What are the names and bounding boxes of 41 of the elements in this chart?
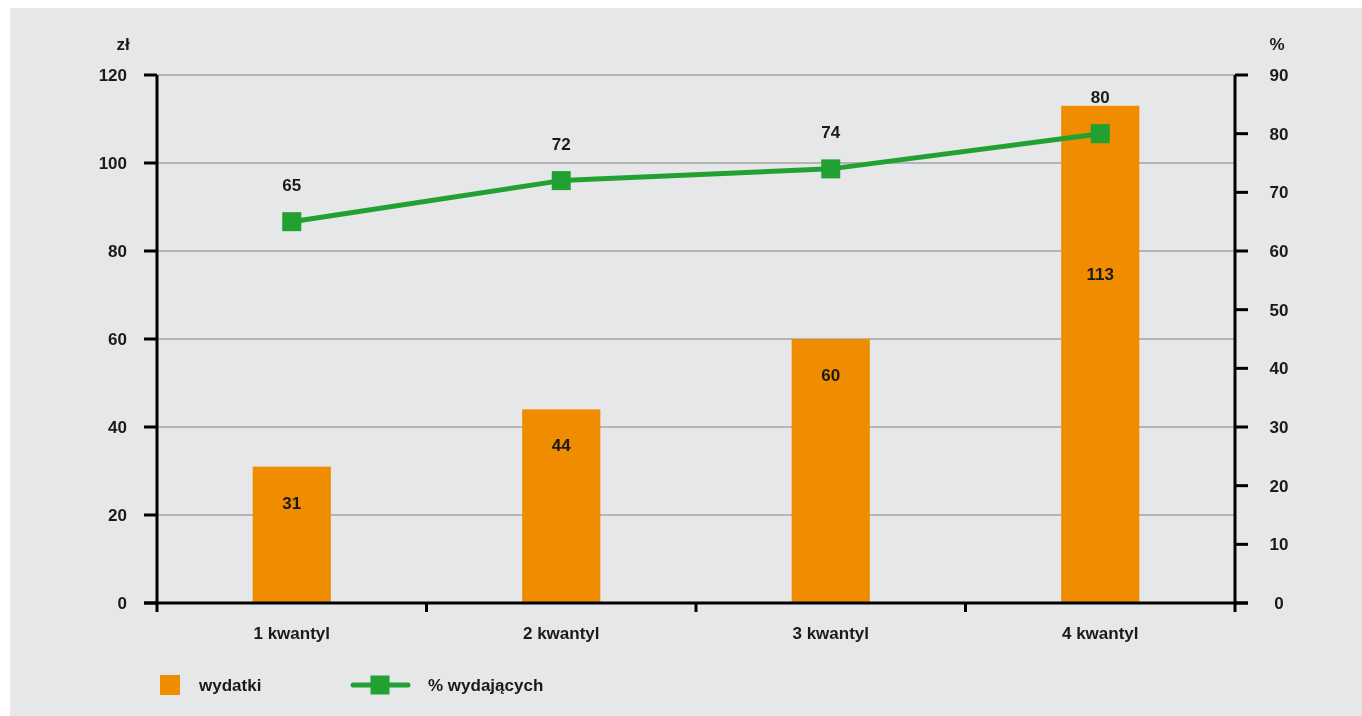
x-tick-label: 4 kwantyl [1061,624,1139,643]
y2-tick-label: 50 [1269,300,1289,320]
point [821,159,841,179]
data-label: 65 [282,175,302,195]
y-tick-label: 80 [108,242,127,261]
x-tick-label: 1 kwantyl [253,624,331,643]
y-tick-label: 40 [108,418,127,437]
legend-label: wydatki [198,676,262,695]
data-label: 74 [821,122,841,142]
data-label: 113 [1086,265,1114,285]
y2-tick-label: 40 [1269,359,1289,379]
y2-tick-label: 80 [1269,124,1289,144]
y-tick-label: 0 [117,594,127,613]
data-label: 80 [1090,87,1110,107]
x-tick-label: 3 kwantyl [792,624,870,643]
y-tick-label: 20 [108,506,127,525]
x-tick-label: 2 kwantyl [522,624,600,643]
y2-tick-label: 20 [1269,476,1289,496]
bar [1061,105,1140,603]
bar [791,339,870,603]
point [551,171,571,191]
data-label: 60 [821,366,841,385]
bar [252,466,331,603]
y-tick-label: 60 [108,330,127,349]
legend-label: % wydających [428,676,544,695]
y2-tick-label: 60 [1269,242,1289,261]
y-axis-title: zł [116,35,130,54]
data-label: 72 [551,134,571,154]
data-label: 31 [282,493,302,513]
point [282,212,302,232]
y-tick-label: 120 [98,66,127,85]
point [1090,124,1110,144]
data-label: 44 [551,436,572,456]
y2-tick-label: 70 [1269,183,1289,203]
y-tick-label: 100 [98,154,127,173]
y2-axis-title: % [1269,35,1285,54]
y2-tick-label: 10 [1269,535,1289,555]
y2-tick-label: 30 [1269,418,1289,437]
y2-tick-label: 0 [1274,594,1284,613]
y2-tick-label: 90 [1269,66,1289,85]
bar [522,409,601,603]
